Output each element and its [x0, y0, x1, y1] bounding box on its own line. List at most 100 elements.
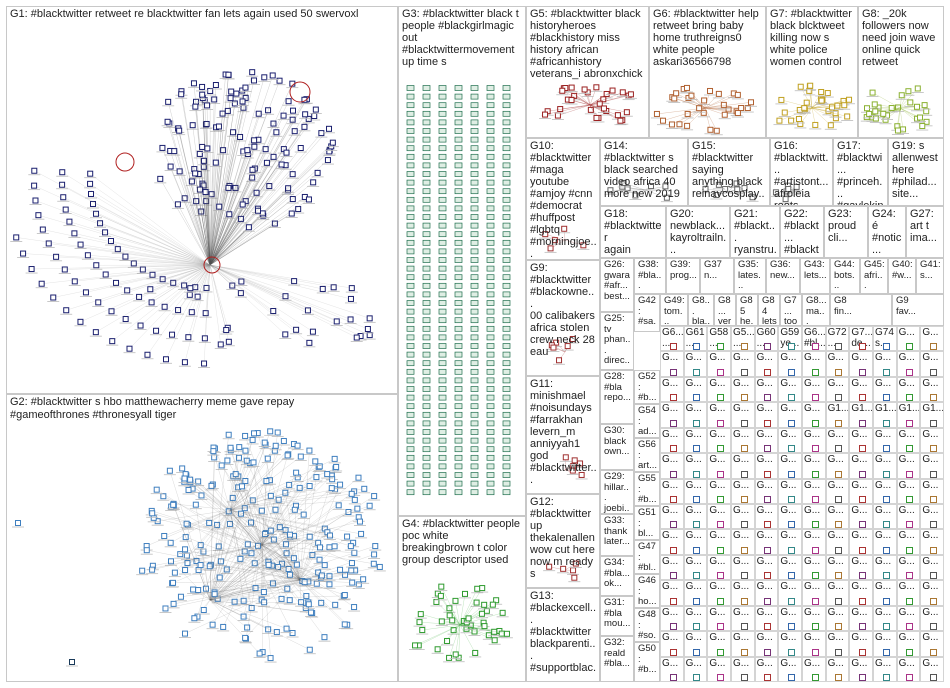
mini-group-node	[811, 572, 819, 580]
mini-group-node	[811, 445, 819, 453]
mini-group-label: G...	[756, 606, 773, 618]
mini-group-label: G...	[662, 632, 679, 644]
mini-group-label: G...	[804, 479, 821, 491]
mini-group-node	[882, 623, 890, 631]
mini-group-label: G...	[875, 606, 892, 618]
group-label-g85: G85 he...	[740, 295, 754, 326]
graph-edge	[229, 450, 246, 511]
g1-node	[175, 307, 182, 314]
mini-group-node	[930, 419, 938, 427]
g2-node	[262, 531, 269, 538]
group-label-g45: G45: afri...	[864, 259, 885, 291]
graph-edge	[229, 509, 321, 548]
mini-group-cell: G...	[683, 605, 708, 632]
g2-node	[345, 508, 352, 515]
group-panel-g56: G56: art...	[634, 438, 660, 472]
mini-group-cell: G...	[731, 402, 755, 428]
mini-group-cell: G...	[754, 427, 779, 454]
graph-edge	[209, 215, 264, 266]
graph-edge	[209, 440, 285, 601]
g3-node	[438, 85, 447, 91]
group-label-g11: G11: minishmael #noisundays #farrakhan l…	[530, 378, 597, 486]
group-panel-g5: G5: #blacktwitter black historyheroes #b…	[526, 6, 649, 138]
g3-node	[422, 93, 431, 100]
g2-node	[255, 542, 262, 549]
g2-node	[287, 531, 294, 538]
graph-edge	[229, 509, 293, 634]
mini-group-cell: G...	[707, 529, 731, 555]
mini-group-cell: G...	[920, 326, 944, 352]
group-panel-g8d: G8... ma...	[802, 294, 830, 326]
graph-edge	[209, 584, 359, 601]
g1-node	[165, 98, 172, 105]
group-label-g3: G3: #blacktwitter black t people #blackg…	[402, 8, 519, 68]
graph-edge	[192, 488, 301, 581]
graph-edge	[229, 509, 273, 566]
mini-group-label: G...	[685, 657, 702, 669]
g1-node	[77, 318, 84, 325]
g2-node	[206, 519, 213, 526]
graph-edge	[209, 547, 330, 601]
mini-group-node	[788, 623, 796, 631]
graph-edge	[237, 487, 263, 546]
group-label-g8: G8: _20k followers now need join wave on…	[862, 8, 936, 68]
g1-node	[216, 203, 223, 210]
graph-edge	[209, 127, 217, 266]
mini-group-label: G...	[922, 632, 939, 644]
mini-group-cell: G...	[873, 351, 897, 377]
g2-node	[248, 519, 255, 526]
mini-group-cell: G5... ...	[731, 326, 755, 352]
g2-node	[218, 462, 225, 469]
graph-edge	[209, 508, 245, 601]
g2-node	[217, 558, 224, 565]
group-panel-g22: G22: #blackt... #blackt...	[780, 206, 824, 258]
graph-edge	[261, 508, 358, 546]
mini-group-node	[788, 445, 796, 453]
mini-group-cell: G...	[754, 504, 779, 530]
hub-node-ring	[289, 81, 311, 103]
graph-edge	[219, 544, 263, 578]
graph-edge	[229, 509, 306, 609]
graph-edge	[209, 192, 257, 266]
mini-group-label: G...	[709, 428, 726, 440]
graph-edge	[151, 510, 263, 546]
mini-group-node	[693, 495, 701, 503]
g2-node	[143, 547, 150, 554]
mini-group-label: G...	[898, 377, 915, 389]
g3-node	[502, 93, 511, 100]
graph-edge	[62, 172, 211, 266]
g2-node	[182, 534, 189, 541]
mini-group-label: G...	[780, 581, 797, 593]
mini-group-node	[717, 546, 725, 554]
graph-edge	[187, 509, 231, 526]
mini-group-label: G1...	[827, 403, 850, 415]
graph-edge	[209, 110, 269, 266]
g2-node	[324, 471, 331, 478]
mini-group-label: G...	[685, 352, 702, 364]
group-panel-g7b: G7... too	[780, 294, 802, 326]
mini-group-label: G...	[780, 479, 797, 491]
g1-node	[302, 111, 309, 118]
g1-node	[97, 220, 104, 227]
graph-edge	[209, 213, 263, 266]
g1-node	[196, 186, 203, 193]
g2-node	[348, 567, 355, 574]
g1-node	[226, 211, 233, 218]
mini-group-label: G...	[875, 352, 892, 364]
g2-node	[331, 543, 338, 550]
mini-group-cell: G...	[754, 402, 779, 428]
g2-node	[251, 560, 258, 567]
mini-group-cell: G...	[683, 351, 708, 377]
mini-group-label: G...	[756, 530, 773, 542]
mini-group-cell: G...	[873, 529, 897, 555]
graph-edge	[201, 86, 211, 266]
g3-node	[454, 85, 463, 91]
g1-node	[266, 183, 273, 190]
mini-group-cell: G...	[731, 631, 755, 657]
g1-node	[153, 327, 160, 334]
mini-group-label: G...	[922, 555, 939, 567]
graph-edge	[209, 474, 236, 601]
graph-edge	[209, 132, 234, 266]
mini-group-cell: G...	[873, 656, 897, 682]
mini-group-node	[930, 394, 938, 402]
